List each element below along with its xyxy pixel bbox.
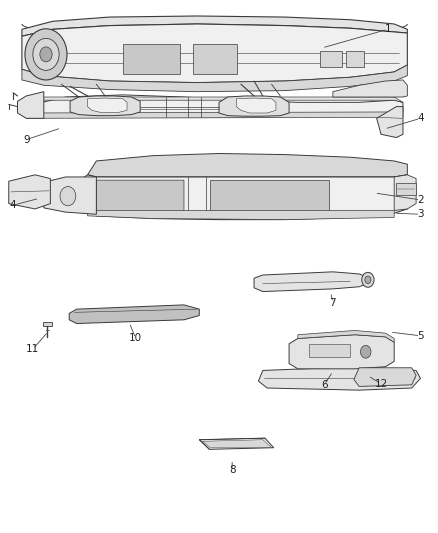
Circle shape: [40, 47, 52, 62]
Bar: [396, 183, 416, 195]
Polygon shape: [377, 107, 403, 138]
Polygon shape: [9, 175, 50, 209]
Circle shape: [362, 272, 374, 287]
Text: 2: 2: [417, 195, 424, 205]
Polygon shape: [88, 211, 394, 220]
Circle shape: [360, 345, 371, 358]
Polygon shape: [202, 440, 271, 448]
Polygon shape: [69, 305, 199, 324]
Text: 3: 3: [417, 209, 424, 219]
Text: 4: 4: [10, 200, 17, 210]
Polygon shape: [199, 438, 274, 449]
Polygon shape: [237, 98, 276, 113]
Polygon shape: [79, 175, 407, 220]
Bar: [123, 44, 180, 74]
Polygon shape: [394, 175, 416, 211]
Polygon shape: [35, 97, 403, 102]
Text: 5: 5: [417, 331, 424, 341]
Text: 7: 7: [329, 298, 336, 308]
Bar: [320, 51, 342, 67]
Polygon shape: [254, 272, 368, 292]
Circle shape: [365, 276, 371, 284]
Bar: [193, 44, 237, 74]
Circle shape: [33, 38, 59, 70]
Polygon shape: [22, 16, 407, 36]
Polygon shape: [88, 154, 407, 177]
Polygon shape: [289, 335, 394, 369]
Text: 9: 9: [23, 135, 30, 144]
Polygon shape: [88, 98, 127, 112]
Polygon shape: [333, 80, 407, 97]
Text: 10: 10: [129, 334, 142, 343]
Text: 8: 8: [229, 465, 236, 475]
Polygon shape: [354, 368, 416, 386]
Polygon shape: [26, 95, 403, 117]
Bar: [309, 344, 350, 357]
Polygon shape: [298, 330, 394, 342]
Text: 4: 4: [417, 114, 424, 123]
Text: 6: 6: [321, 380, 328, 390]
Polygon shape: [210, 180, 328, 213]
Polygon shape: [26, 112, 403, 118]
Text: 12: 12: [374, 379, 388, 389]
Polygon shape: [96, 180, 184, 214]
Polygon shape: [22, 65, 407, 92]
Polygon shape: [44, 177, 96, 214]
Bar: [43, 322, 52, 326]
Polygon shape: [70, 96, 140, 116]
Circle shape: [25, 29, 67, 80]
Bar: [346, 51, 364, 67]
Polygon shape: [18, 92, 44, 118]
Polygon shape: [219, 96, 289, 116]
Polygon shape: [258, 367, 420, 390]
Ellipse shape: [353, 39, 382, 55]
Text: 11: 11: [26, 344, 39, 354]
Text: 1: 1: [384, 25, 391, 34]
Polygon shape: [22, 24, 407, 83]
Circle shape: [60, 187, 76, 206]
